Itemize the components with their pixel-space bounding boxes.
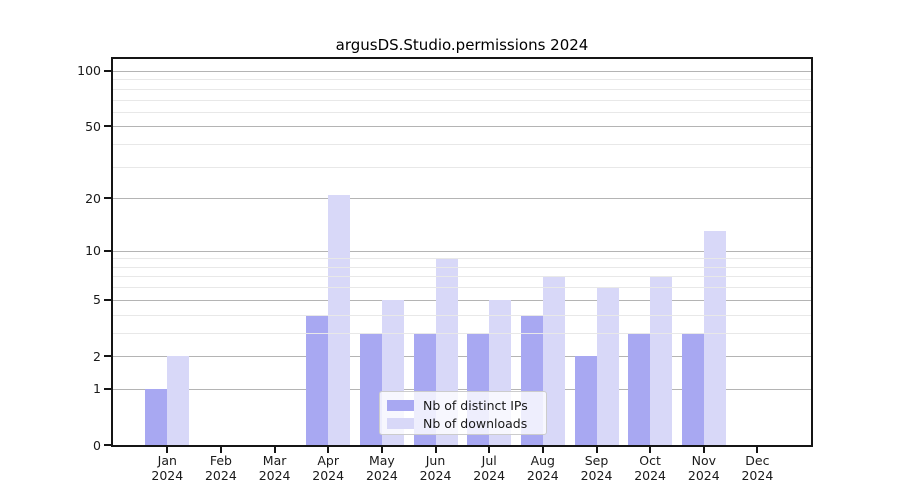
legend-swatch-downloads <box>387 417 414 429</box>
x-tick-year-may: 2024 <box>365 468 398 483</box>
y-tick-label-20: 20 <box>85 190 101 206</box>
x-tick-mark-jan <box>166 447 169 453</box>
gridline-major-100 <box>113 70 811 72</box>
y-tick-label-50: 50 <box>85 118 101 134</box>
y-tick-mark-50 <box>104 125 111 128</box>
gridline-minor-30 <box>113 166 811 168</box>
y-tick-mark-20 <box>104 197 111 200</box>
bar-nb-of-distinct-ips-oct <box>628 332 651 445</box>
x-tick-label-nov: Nov 2024 <box>676 453 732 483</box>
x-tick-label-apr: Apr 2024 <box>300 453 356 483</box>
gridline-minor-9 <box>113 258 811 260</box>
legend-label-downloads: Nb of downloads <box>423 415 528 431</box>
gridline-minor-6 <box>113 287 811 289</box>
legend: Nb of distinct IPs Nb of downloads <box>379 391 547 435</box>
x-tick-mark-aug <box>541 447 544 453</box>
chart-title: argusDS.Studio.permissions 2024 <box>335 36 589 54</box>
gridline-major-10 <box>113 250 811 252</box>
x-tick-mark-dec <box>756 447 759 453</box>
gridline-minor-4 <box>113 314 811 316</box>
y-tick-label-1: 1 <box>93 381 101 397</box>
y-tick-mark-5 <box>104 298 111 301</box>
bar-nb-of-distinct-ips-apr <box>306 314 329 445</box>
bar-nb-of-distinct-ips-jan <box>145 388 168 445</box>
gridline-major-20 <box>113 198 811 200</box>
y-tick-mark-100 <box>104 69 111 72</box>
gridline-major-1 <box>113 388 811 390</box>
x-tick-year-apr: 2024 <box>312 468 345 483</box>
y-tick-label-10: 10 <box>85 243 101 259</box>
gridline-major-2 <box>113 356 811 357</box>
x-tick-label-jun: Jun 2024 <box>408 453 464 483</box>
gridline-minor-8 <box>113 266 811 268</box>
bar-nb-of-downloads-aug <box>542 276 565 445</box>
bar-nb-of-downloads-jan <box>167 356 190 445</box>
gridline-minor-7 <box>113 276 811 278</box>
x-tick-label-aug: Aug 2024 <box>515 453 571 483</box>
x-tick-year-jun: 2024 <box>419 468 452 483</box>
bar-nb-of-downloads-apr <box>328 194 351 445</box>
x-tick-mark-sep <box>595 447 598 453</box>
gridline-minor-80 <box>113 88 811 90</box>
bar-nb-of-distinct-ips-nov <box>681 332 704 445</box>
gridline-minor-40 <box>113 144 811 145</box>
gridline-major-5 <box>113 299 811 301</box>
y-tick-label-0: 0 <box>93 437 101 453</box>
x-tick-mark-may <box>380 447 383 453</box>
x-tick-label-may: May 2024 <box>354 453 410 483</box>
x-tick-mark-nov <box>702 447 705 453</box>
x-tick-label-oct: Oct 2024 <box>622 453 678 483</box>
gridline-minor-3 <box>113 332 811 334</box>
x-tick-mark-apr <box>327 447 330 453</box>
gridline-minor-70 <box>113 99 811 101</box>
y-tick-mark-0 <box>104 444 111 446</box>
y-tick-label-2: 2 <box>93 348 101 364</box>
plot-area: Nb of distinct IPs Nb of downloads <box>111 57 813 447</box>
gridlines-major-layer <box>113 59 811 445</box>
x-tick-label-dec: Dec 2024 <box>729 453 785 483</box>
x-tick-year-oct: 2024 <box>634 468 666 483</box>
x-tick-year-jan: 2024 <box>151 468 184 483</box>
x-tick-label-jul: Jul 2024 <box>461 453 517 483</box>
x-tick-mark-jun <box>434 447 437 453</box>
x-tick-year-mar: 2024 <box>258 468 291 483</box>
x-tick-mark-mar <box>273 447 276 453</box>
bar-nb-of-distinct-ips-may <box>359 332 382 445</box>
x-tick-label-sep: Sep 2024 <box>569 453 625 483</box>
x-tick-mark-feb <box>219 447 222 453</box>
x-tick-year-dec: 2024 <box>741 468 774 483</box>
x-tick-mark-jul <box>488 447 491 453</box>
x-tick-mark-oct <box>649 447 652 453</box>
y-tick-mark-2 <box>104 355 111 357</box>
x-tick-year-nov: 2024 <box>687 468 720 483</box>
y-tick-label-5: 5 <box>93 292 101 308</box>
legend-swatch-distinct-ips <box>387 399 414 411</box>
legend-row-downloads: Nb of downloads <box>387 414 546 432</box>
y-tick-mark-10 <box>104 249 111 252</box>
gridline-minor-90 <box>113 79 811 81</box>
x-tick-year-aug: 2024 <box>526 468 559 483</box>
y-tick-label-100: 100 <box>77 63 101 79</box>
gridlines-minor-layer <box>113 59 811 445</box>
gridline-minor-60 <box>113 111 811 113</box>
bar-nb-of-downloads-oct <box>650 276 673 445</box>
bar-nb-of-downloads-nov <box>703 231 726 445</box>
y-tick-mark-1 <box>104 387 111 390</box>
x-tick-label-feb: Feb 2024 <box>193 453 249 483</box>
legend-label-distinct-ips: Nb of distinct IPs <box>423 397 528 413</box>
bar-nb-of-downloads-sep <box>596 287 619 445</box>
x-tick-year-sep: 2024 <box>580 468 613 483</box>
x-tick-label-jan: Jan 2024 <box>139 453 195 483</box>
x-tick-year-jul: 2024 <box>473 468 506 483</box>
bar-nb-of-distinct-ips-sep <box>574 356 597 445</box>
gridline-major-50 <box>113 126 811 128</box>
x-tick-label-mar: Mar 2024 <box>247 453 303 483</box>
x-tick-year-feb: 2024 <box>204 468 237 483</box>
legend-row-distinct-ips: Nb of distinct IPs <box>387 396 546 414</box>
